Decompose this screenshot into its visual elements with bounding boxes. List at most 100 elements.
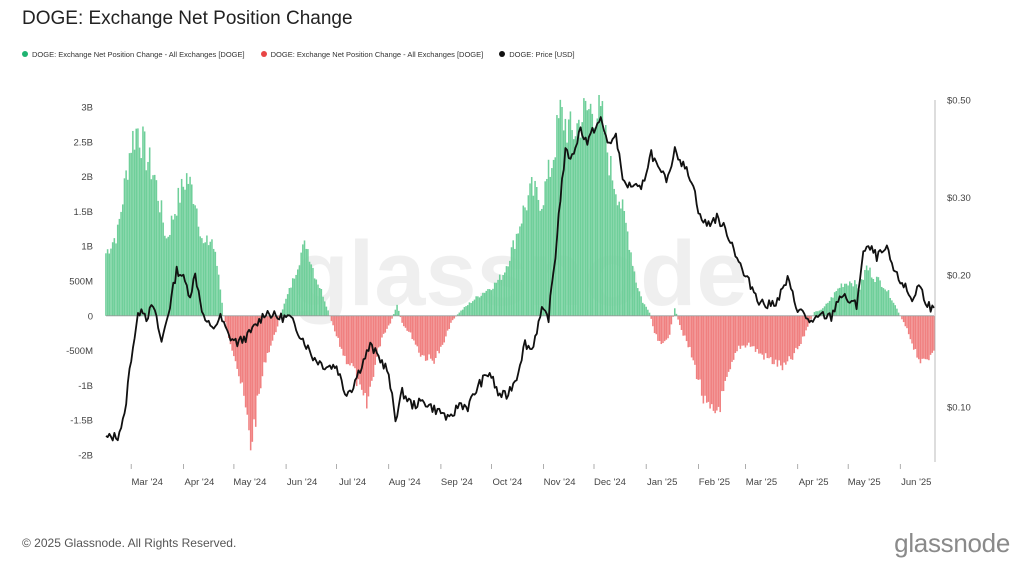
bar-positive xyxy=(108,253,111,316)
bar-negative xyxy=(901,315,903,320)
bar-negative xyxy=(911,315,913,344)
bar-positive xyxy=(596,118,599,316)
legend-item-negative[interactable]: DOGE: Exchange Net Position Change - All… xyxy=(260,47,483,61)
bar-negative xyxy=(445,315,447,337)
bar-positive xyxy=(527,195,530,316)
bar-negative xyxy=(411,315,413,340)
bar-negative xyxy=(408,315,410,332)
bar-positive xyxy=(148,147,151,316)
bar-negative xyxy=(684,315,686,336)
bar-positive xyxy=(547,159,550,316)
bar-positive xyxy=(458,312,461,316)
bar-negative xyxy=(376,315,378,357)
bar-positive xyxy=(643,304,646,316)
bar-negative xyxy=(758,315,760,354)
bar-negative xyxy=(261,315,264,377)
bar-positive xyxy=(217,274,220,316)
bar-negative xyxy=(409,315,412,333)
bar-positive xyxy=(115,243,117,316)
bar-positive xyxy=(133,149,136,316)
bar-positive xyxy=(472,301,474,316)
bar-positive xyxy=(562,130,565,316)
bar-negative xyxy=(334,315,336,332)
bar-positive xyxy=(285,298,287,316)
bar-negative xyxy=(751,315,753,347)
bar-negative xyxy=(904,315,907,327)
bar-positive xyxy=(870,277,873,316)
bar-positive xyxy=(305,248,307,316)
bar-negative xyxy=(795,315,797,348)
bar-positive xyxy=(317,284,319,316)
bar-negative xyxy=(788,315,790,357)
bar-positive xyxy=(850,283,853,316)
bar-positive xyxy=(498,274,501,316)
bar-positive xyxy=(487,289,489,316)
bar-negative xyxy=(749,315,752,347)
bar-positive xyxy=(159,212,161,316)
bar-negative xyxy=(357,315,360,380)
bar-positive xyxy=(599,106,602,316)
bar-positive xyxy=(105,253,107,316)
bar-positive xyxy=(153,174,156,316)
bar-negative xyxy=(759,315,762,354)
bar-negative xyxy=(441,315,444,345)
bar-positive xyxy=(482,292,484,316)
bar-negative xyxy=(741,315,743,346)
bar-negative xyxy=(660,315,663,345)
bar-positive xyxy=(860,279,863,316)
bar-positive xyxy=(537,199,540,316)
bar-negative xyxy=(438,315,440,354)
bar-positive xyxy=(477,296,479,316)
bar-negative xyxy=(652,315,654,327)
bar-negative xyxy=(793,315,796,354)
bar-negative xyxy=(921,315,923,359)
bar-positive xyxy=(283,303,286,316)
bar-negative xyxy=(768,315,770,359)
bar-positive xyxy=(120,211,122,316)
bar-positive xyxy=(825,303,827,316)
x-tick-label: Apr '24 xyxy=(184,477,214,488)
legend-item-positive[interactable]: DOGE: Exchange Net Position Change - All… xyxy=(22,47,245,61)
bar-negative xyxy=(707,315,710,402)
bar-negative xyxy=(748,315,750,343)
bar-positive xyxy=(842,287,844,316)
bar-positive xyxy=(463,307,466,316)
footer-copyright: © 2025 Glassnode. All Rights Reserved. xyxy=(22,536,237,550)
x-tick-label: Jul '24 xyxy=(339,477,366,488)
bar-negative xyxy=(773,315,775,365)
bar-negative xyxy=(448,315,451,329)
bar-positive xyxy=(145,170,148,316)
bar-negative xyxy=(421,315,424,356)
bar-positive xyxy=(302,244,304,316)
bar-positive xyxy=(106,249,109,316)
bar-positive xyxy=(485,290,488,316)
bar-positive xyxy=(493,282,496,316)
bar-positive xyxy=(571,130,573,316)
bar-negative xyxy=(690,315,693,358)
bar-positive xyxy=(113,238,116,316)
bar-negative xyxy=(663,315,666,342)
bar-negative xyxy=(672,315,674,317)
bar-negative xyxy=(680,315,683,330)
bar-positive xyxy=(630,252,632,316)
bar-positive xyxy=(128,153,131,316)
bar-positive xyxy=(121,204,124,316)
bar-negative xyxy=(335,315,338,337)
bar-negative xyxy=(933,315,935,351)
bar-positive xyxy=(189,176,191,316)
bar-negative xyxy=(916,315,918,358)
chart-legend: DOGE: Exchange Net Position Change - All… xyxy=(22,47,575,61)
bar-negative xyxy=(803,315,806,337)
bar-negative xyxy=(714,315,716,414)
bar-negative xyxy=(389,315,392,324)
bar-negative xyxy=(717,315,720,407)
bar-negative xyxy=(453,315,456,319)
bar-negative xyxy=(756,315,758,350)
bar-negative xyxy=(912,315,915,350)
bar-positive xyxy=(125,170,127,316)
bar-negative xyxy=(337,315,339,338)
bar-positive xyxy=(879,280,881,316)
right-tick-label: $0.30 xyxy=(947,193,971,204)
legend-item-price[interactable]: DOGE: Price [USD] xyxy=(499,47,575,61)
bar-positive xyxy=(645,306,647,316)
